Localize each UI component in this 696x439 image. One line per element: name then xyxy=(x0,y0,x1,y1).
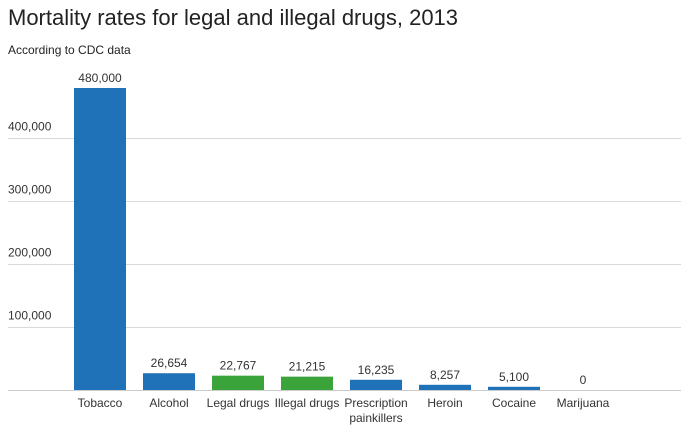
chart-subtitle: According to CDC data xyxy=(8,43,131,57)
label-layer: 100,000 200,000 300,000 400,000 480,000 Tobac… xyxy=(8,71,610,425)
bar-value-label: 480,000 xyxy=(78,71,122,85)
x-tick-label: Heroin xyxy=(427,396,462,410)
y-tick-label: 200,000 xyxy=(8,246,52,260)
x-tick-label: Tobacco xyxy=(78,396,123,410)
x-tick-label: Alcohol xyxy=(149,396,188,410)
bar-value-label: 8,257 xyxy=(430,368,460,382)
bar-value-label: 16,235 xyxy=(358,363,395,377)
y-tick-label: 100,000 xyxy=(8,309,52,323)
bar-value-label: 26,654 xyxy=(151,356,188,370)
chart-title: Mortality rates for legal and illegal dr… xyxy=(8,5,459,30)
bar xyxy=(488,386,540,390)
bar xyxy=(212,375,264,390)
y-tick-label: 300,000 xyxy=(8,183,52,197)
bar xyxy=(74,88,126,390)
bar xyxy=(143,373,195,390)
bar-value-label: 21,215 xyxy=(289,360,326,374)
x-tick-label: Marijuana xyxy=(557,396,610,410)
y-tick-label: 400,000 xyxy=(8,120,52,134)
x-tick-label: Prescription painkillers xyxy=(344,396,407,425)
bar-value-label: 22,767 xyxy=(220,359,257,373)
bar-value-label: 0 xyxy=(580,373,587,387)
x-tick-label: Cocaine xyxy=(492,396,536,410)
bar-value-label: 5,100 xyxy=(499,370,529,384)
x-tick-label: Legal drugs xyxy=(207,396,270,410)
bar xyxy=(350,379,402,390)
bar xyxy=(419,384,471,390)
bar-layer xyxy=(74,88,540,390)
bar xyxy=(281,376,333,390)
x-tick-label: Illegal drugs xyxy=(275,396,340,410)
